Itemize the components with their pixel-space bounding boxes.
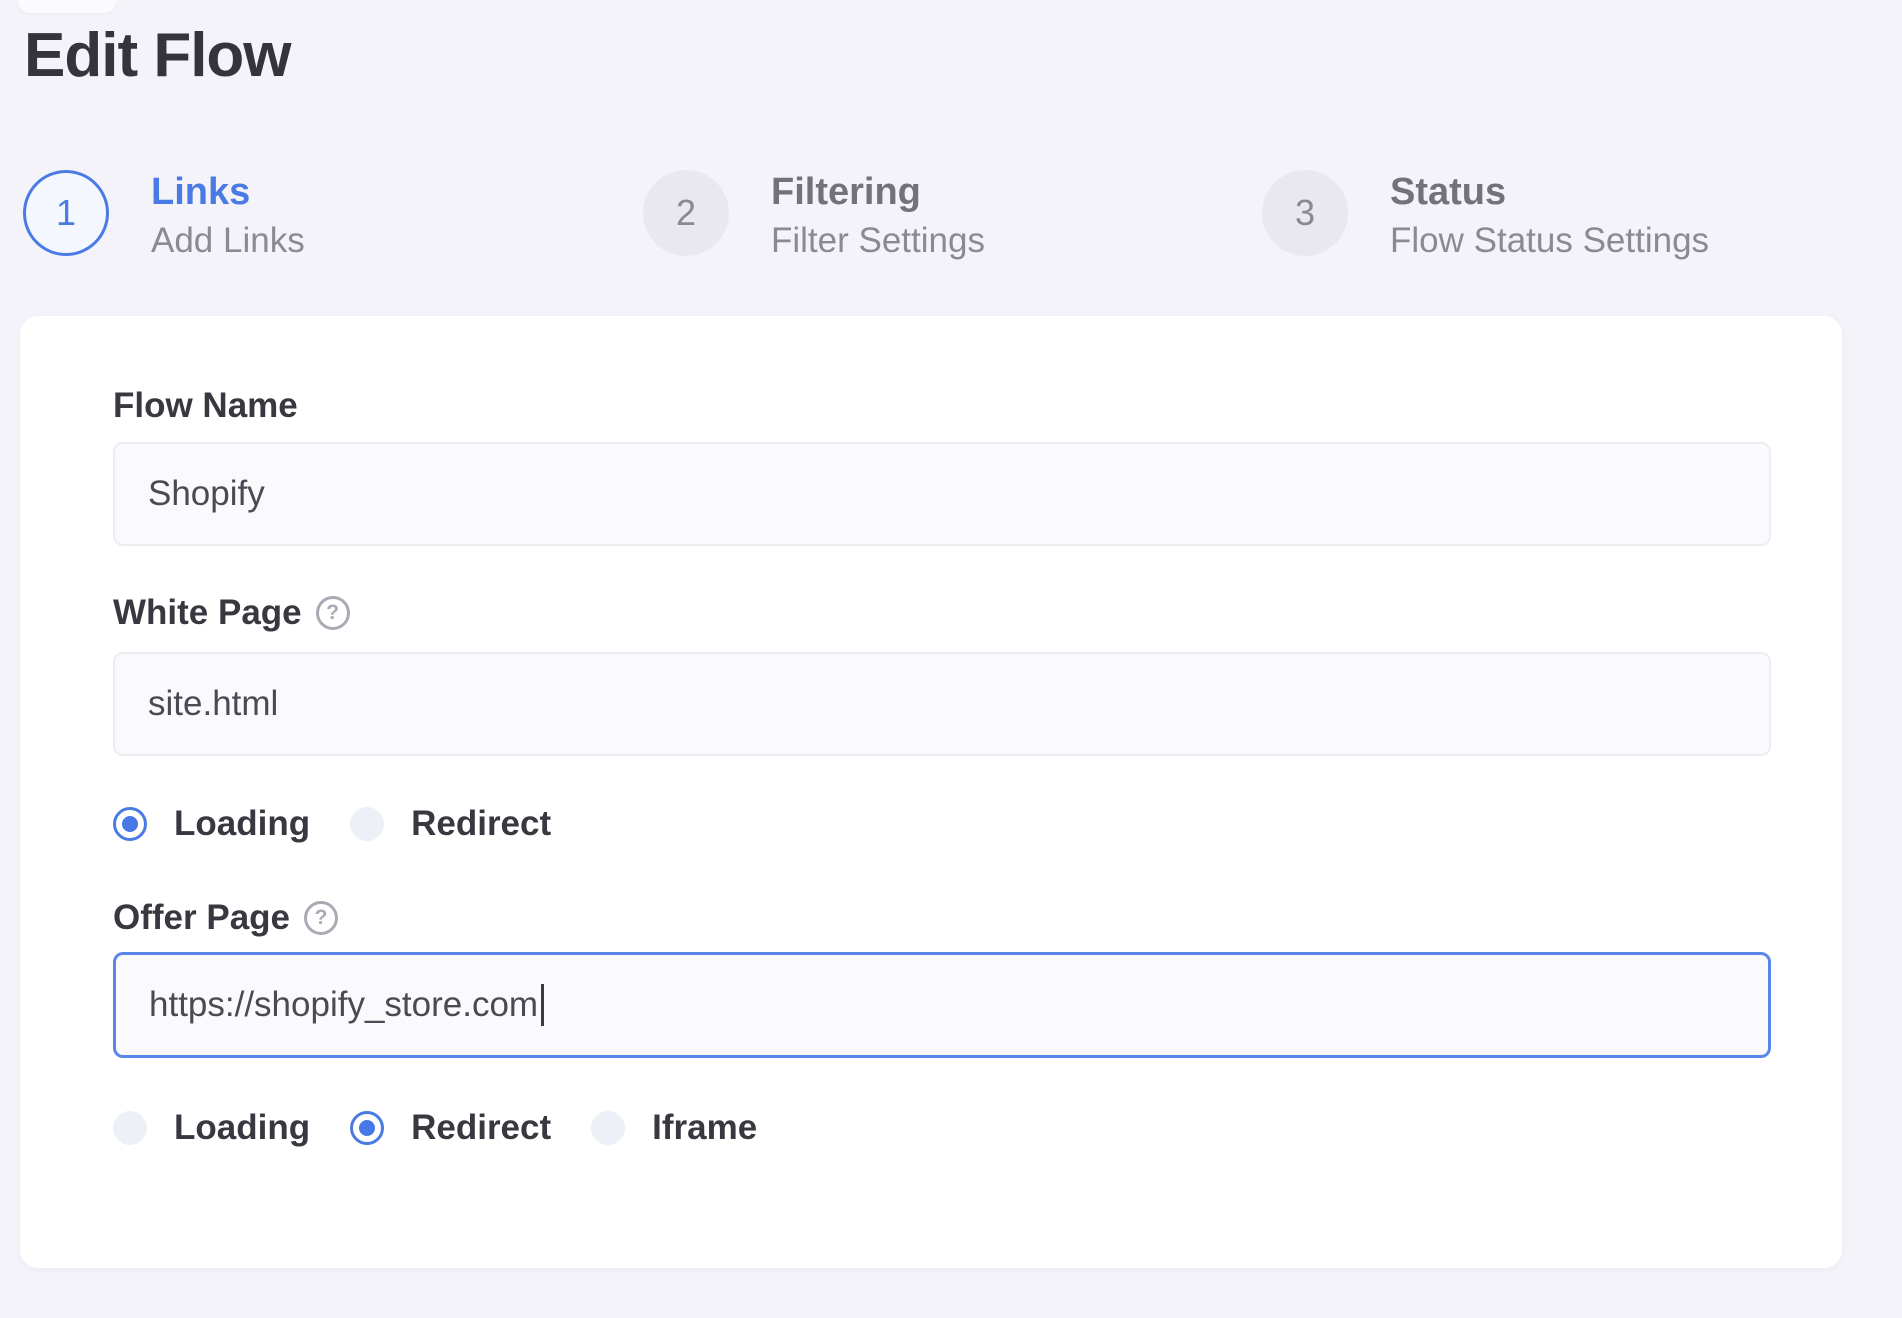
radio-option-loading[interactable]: Loading <box>113 804 310 844</box>
stepper-step-links[interactable]: 1 Links Add Links <box>23 170 305 261</box>
white-page-input[interactable]: site.html <box>113 652 1771 756</box>
step-subtitle: Filter Settings <box>771 221 985 260</box>
radio-button-icon <box>113 1111 147 1145</box>
radio-button-icon <box>350 1111 385 1145</box>
step-number-circle: 1 <box>23 170 109 256</box>
step-number-circle: 2 <box>643 170 729 256</box>
flow-name-label: Flow Name <box>113 386 298 426</box>
radio-button-icon <box>591 1111 626 1145</box>
flow-name-value: Shopify <box>148 474 265 513</box>
text-cursor <box>541 984 545 1026</box>
white-page-mode-group: Loading Redirect <box>113 804 591 844</box>
radio-option-iframe[interactable]: Iframe <box>591 1108 757 1148</box>
radio-option-loading[interactable]: Loading <box>113 1108 310 1148</box>
edit-flow-card: Flow Name Shopify White Page ? site.html… <box>20 316 1842 1268</box>
step-subtitle: Flow Status Settings <box>1390 221 1710 260</box>
step-text: Links Add Links <box>151 170 305 261</box>
offer-page-mode-group: Loading Redirect Iframe <box>113 1108 797 1148</box>
stepper-step-filtering[interactable]: 2 Filtering Filter Settings <box>643 170 985 261</box>
step-text: Filtering Filter Settings <box>771 170 985 261</box>
radio-option-redirect[interactable]: Redirect <box>350 804 551 844</box>
white-page-value: site.html <box>148 684 279 723</box>
question-mark-icon[interactable]: ? <box>304 901 338 935</box>
partial-tooltip-remnant <box>18 0 116 13</box>
step-subtitle: Add Links <box>151 221 305 260</box>
radio-label: Redirect <box>411 1108 552 1147</box>
white-page-label-text: White Page <box>113 593 302 632</box>
stepper-step-status[interactable]: 3 Status Flow Status Settings <box>1262 170 1709 261</box>
radio-option-redirect[interactable]: Redirect <box>350 1108 551 1148</box>
white-page-label: White Page ? <box>113 593 350 633</box>
page-title: Edit Flow <box>24 21 292 90</box>
offer-page-label-text: Offer Page <box>113 898 290 937</box>
radio-label: Redirect <box>411 804 552 843</box>
offer-page-value: https://shopify_store.com <box>149 985 539 1024</box>
step-title: Status <box>1390 171 1507 213</box>
step-title: Filtering <box>771 171 921 213</box>
radio-label: Loading <box>174 1108 311 1147</box>
radio-button-icon <box>113 807 147 841</box>
flow-name-label-text: Flow Name <box>113 386 298 425</box>
question-mark-icon[interactable]: ? <box>315 596 350 630</box>
step-title: Links <box>151 171 251 213</box>
radio-label: Loading <box>174 804 311 843</box>
step-text: Status Flow Status Settings <box>1390 170 1709 261</box>
radio-label: Iframe <box>652 1108 758 1147</box>
offer-page-label: Offer Page ? <box>113 898 338 938</box>
offer-page-input[interactable]: https://shopify_store.com <box>113 952 1771 1058</box>
step-number-circle: 3 <box>1262 170 1348 256</box>
radio-button-icon <box>350 807 385 841</box>
flow-name-input[interactable]: Shopify <box>113 442 1771 546</box>
